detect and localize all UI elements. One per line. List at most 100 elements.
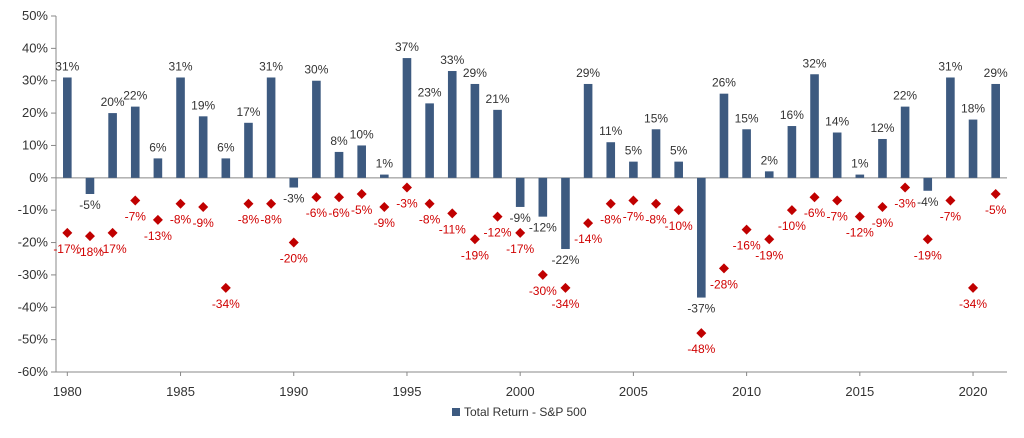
bar-value-label: 29%: [463, 66, 487, 80]
legend-label: Total Return - S&P 500: [464, 405, 587, 419]
drawdown-label: -8%: [645, 213, 667, 227]
drawdown-marker: [424, 198, 435, 209]
drawdown-label: -6%: [306, 206, 328, 220]
y-tick-label: -50%: [18, 332, 49, 347]
bar: [470, 83, 480, 178]
bar-value-label: 29%: [576, 66, 600, 80]
bar: [538, 177, 548, 217]
drawdown-marker: [152, 214, 163, 225]
bar-value-label: 18%: [961, 102, 985, 116]
drawdown-label: -7%: [827, 209, 849, 223]
bar-value-label: 20%: [101, 95, 125, 109]
drawdown-label: -3%: [894, 197, 916, 211]
drawdown-marker: [469, 234, 480, 245]
bars-group: [63, 58, 1000, 298]
drawdown-label: -9%: [872, 216, 894, 230]
x-tick-label: 2000: [506, 384, 535, 399]
bar: [697, 177, 706, 298]
bar: [63, 77, 72, 178]
bar-value-label: -5%: [79, 198, 101, 212]
y-tick-label: 30%: [22, 73, 48, 88]
bar-value-label: -3%: [283, 192, 305, 206]
bar-value-label: 31%: [169, 59, 193, 73]
x-tick-label: 2015: [845, 384, 874, 399]
bar: [380, 174, 389, 178]
bar-value-label: 19%: [191, 98, 215, 112]
drawdown-marker: [537, 269, 548, 280]
drawdown-label: -16%: [733, 239, 761, 253]
bar-value-label: 17%: [236, 105, 260, 119]
drawdown-marker: [854, 211, 865, 222]
drawdown-marker: [401, 182, 412, 193]
drawdown-marker: [809, 192, 820, 203]
bar-value-label: 14%: [825, 115, 849, 129]
drawdown-label: -7%: [940, 209, 962, 223]
bar-value-label: 15%: [644, 111, 668, 125]
bar-value-label: 15%: [735, 111, 759, 125]
drawdown-marker: [990, 189, 1001, 199]
x-tick-label: 1985: [166, 384, 195, 399]
x-tick-label: 1995: [393, 384, 422, 399]
bar-value-label: 30%: [304, 63, 328, 77]
drawdown-marker: [243, 198, 254, 209]
drawdown-marker: [718, 263, 729, 274]
drawdown-label: -8%: [238, 213, 260, 227]
bar-value-label: 26%: [712, 76, 736, 90]
drawdown-label: -10%: [778, 219, 806, 233]
drawdown-label: -17%: [506, 242, 534, 256]
drawdown-marker: [673, 205, 684, 216]
drawdown-label: -5%: [351, 203, 373, 217]
drawdown-label: -20%: [280, 252, 308, 266]
drawdown-label: -12%: [484, 226, 512, 240]
bar-value-label: 21%: [486, 92, 510, 106]
bar: [357, 145, 366, 178]
drawdown-label: -7%: [125, 209, 147, 223]
y-tick-label: -40%: [18, 299, 49, 314]
drawdown-label: -14%: [574, 232, 602, 246]
bar-value-label: 1%: [851, 157, 869, 171]
bar-value-label: -4%: [917, 195, 939, 209]
bar-value-label: 29%: [984, 66, 1008, 80]
bar: [651, 129, 661, 178]
labels-group: 31%-5%20%22%6%31%19%6%17%31%-3%30%8% 10%1…: [53, 40, 1008, 356]
drawdown-marker: [356, 189, 367, 199]
drawdown-label: -28%: [710, 277, 738, 291]
bar-value-label: 23%: [418, 85, 442, 99]
drawdown-marker: [220, 282, 231, 293]
bar: [334, 151, 344, 178]
y-tick-label: -20%: [18, 235, 49, 250]
bar: [900, 106, 910, 178]
drawdown-marker: [175, 198, 186, 209]
drawdown-label: -11%: [439, 222, 466, 236]
drawdown-label: -8%: [600, 213, 622, 227]
drawdown-marker: [583, 218, 594, 229]
bar: [130, 106, 140, 178]
drawdown-label: -30%: [529, 284, 557, 298]
bar-value-label: 33%: [440, 53, 464, 67]
bar-value-label: 2%: [761, 153, 779, 167]
y-tick-label: 50%: [22, 8, 48, 23]
bar: [425, 103, 434, 178]
x-tick-label: 2010: [732, 384, 761, 399]
legend: Total Return - S&P 500: [452, 405, 587, 419]
x-tick-label: 1980: [53, 384, 82, 399]
bar: [402, 58, 412, 178]
bar: [515, 177, 525, 207]
axes: 50% 40% 30% 20% 10% 0% -10% -20% -30% -40% -50% -60…: [18, 8, 1007, 399]
bar: [312, 80, 321, 178]
bar-value-label: 37%: [395, 40, 419, 54]
drawdown-label: -5%: [985, 203, 1007, 217]
y-tick-label: 20%: [22, 105, 48, 120]
y-tick-label: -30%: [18, 267, 49, 282]
bar-value-label: 32%: [803, 56, 827, 70]
bar: [674, 161, 683, 178]
bar: [561, 177, 570, 250]
drawdown-marker: [266, 198, 277, 209]
drawdown-marker: [945, 195, 956, 206]
y-tick-label: 10%: [22, 137, 48, 152]
bar-value-label: 31%: [55, 59, 79, 73]
bar-value-label: -9%: [510, 211, 532, 225]
drawdown-label: -7%: [623, 209, 645, 223]
